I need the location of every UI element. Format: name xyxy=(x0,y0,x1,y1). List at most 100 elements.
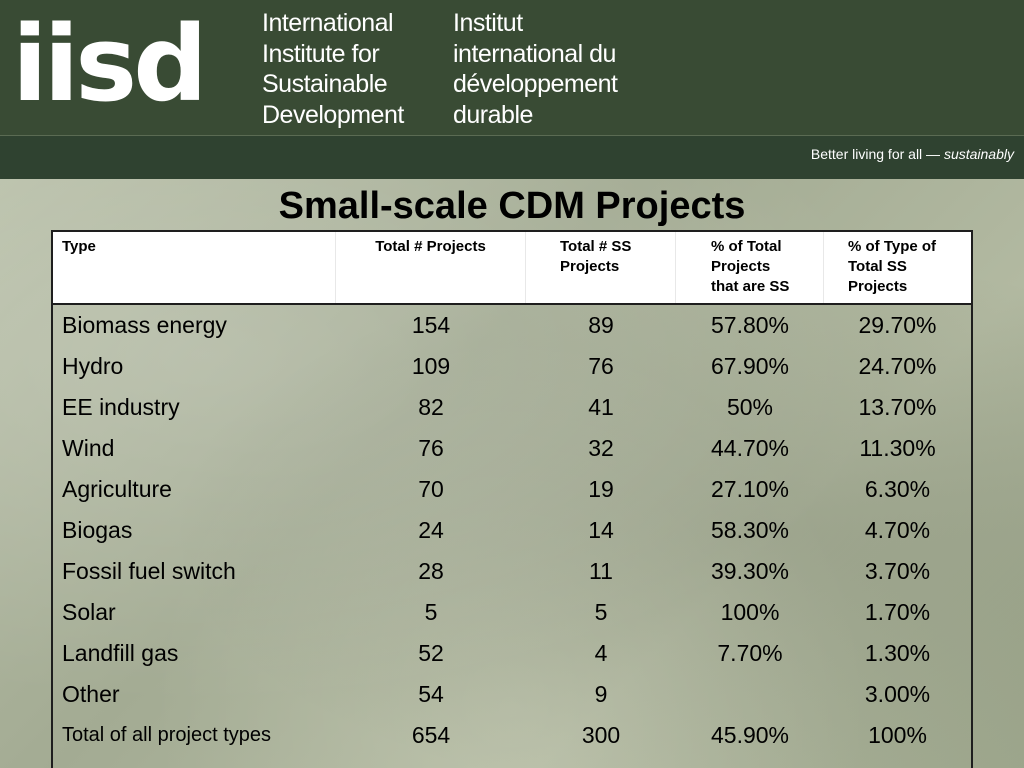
org-name-line: durable xyxy=(453,100,533,129)
org-name-line: Sustainable xyxy=(262,70,388,98)
table-cell: Biomass energy xyxy=(62,312,227,338)
table-row: EE industry 82 41 50% 13.70% xyxy=(53,387,971,428)
table-cell: 654 xyxy=(411,722,451,748)
table-row: Solar 5 5 100% 1.70% xyxy=(53,592,971,633)
column-header-line: Total SS xyxy=(848,258,907,275)
table-cell: 76 xyxy=(418,435,444,461)
column-header-line: Type xyxy=(62,238,96,255)
table-cell: 24 xyxy=(418,517,444,543)
column-header-line: % of Total xyxy=(711,238,782,255)
column-header: % of Total Projects that are SS xyxy=(676,232,824,303)
tagline: Better living for all — sustainably xyxy=(811,146,1014,162)
table-cell: Other xyxy=(62,681,120,707)
column-header: Type xyxy=(53,232,336,303)
table-cell: 109 xyxy=(411,353,451,379)
table-cell: 4 xyxy=(594,640,608,666)
table-cell: Fossil fuel switch xyxy=(62,558,236,584)
table-cell: 29.70% xyxy=(858,312,937,338)
table-cell: 11.30% xyxy=(859,435,936,461)
column-header-line: Projects xyxy=(848,278,908,295)
page-title: Small-scale CDM Projects xyxy=(278,185,746,227)
table-cell: 14 xyxy=(588,517,614,543)
header-banner: iisd International Institute for Sustain… xyxy=(0,0,1024,135)
column-header: Total # SS Projects xyxy=(526,232,676,303)
table-cell: 67.90% xyxy=(710,353,789,379)
table-cell: 3.00% xyxy=(864,681,931,707)
table-cell: 82 xyxy=(418,394,444,420)
table-cell: 7.70% xyxy=(717,640,783,666)
table-cell: Hydro xyxy=(62,353,124,379)
table-cell: 58.30% xyxy=(710,517,789,543)
table-cell: EE industry xyxy=(62,394,180,420)
org-name-line: Institute for xyxy=(262,39,380,68)
column-header-line: Total # SS xyxy=(560,238,632,255)
org-name-english: International Institute for Sustainable … xyxy=(262,8,404,130)
table-row: Fossil fuel switch 28 11 39.30% 3.70% xyxy=(53,551,971,592)
tagline-bar xyxy=(0,135,1024,179)
table-cell: Solar xyxy=(62,599,116,625)
org-name-line: Development xyxy=(262,100,404,129)
table-cell: 28 xyxy=(418,558,444,584)
tagline-emphasis: sustainably xyxy=(943,146,1014,162)
table-cell: Landfill gas xyxy=(62,640,179,666)
table-cell: 24.70% xyxy=(858,353,937,379)
table-row: Biomass energy 154 89 57.80% 29.70% xyxy=(53,305,971,346)
column-header-line: Projects xyxy=(560,258,620,275)
table-body: Biomass energy 154 89 57.80% 29.70% Hydro 109 7… xyxy=(53,305,971,756)
table-row: Other 54 9 3.00% xyxy=(53,674,971,715)
table-cell: 27.10% xyxy=(710,476,789,502)
table-row: Hydro 109 76 67.90% 24.70% xyxy=(53,346,971,387)
table-cell: 154 xyxy=(411,312,451,338)
table-row: Landfill gas 52 4 7.70% 1.30% xyxy=(53,633,971,674)
table-cell: 41 xyxy=(588,394,614,420)
table-row: Biogas 24 14 58.30% 4.70% xyxy=(53,510,971,551)
tagline-text: Better living for all — xyxy=(810,146,941,162)
table-cell: 52 xyxy=(418,640,444,666)
table-row: Wind 76 32 44.70% 11.30% xyxy=(53,428,971,469)
org-name-french: Institut international du développement … xyxy=(453,8,618,130)
table-cell: 76 xyxy=(588,353,614,379)
table-cell: 89 xyxy=(588,312,614,338)
table-cell: Total of all project types xyxy=(62,724,271,746)
column-header: Total # Projects xyxy=(336,232,526,303)
table-cell: 19 xyxy=(588,476,614,502)
table-cell: 44.70% xyxy=(710,435,789,461)
table-cell: Agriculture xyxy=(62,476,172,502)
table-cell: 54 xyxy=(418,681,444,707)
table-row: Agriculture 70 19 27.10% 6.30% xyxy=(53,469,971,510)
table-cell: 6.30% xyxy=(864,476,931,502)
table-cell: 57.80% xyxy=(710,312,789,338)
projects-table: Type Total # Projects Total # SS Projects% … xyxy=(51,230,973,768)
table-cell: 39.30% xyxy=(710,558,789,584)
org-name-line: développement xyxy=(453,70,618,98)
table-cell: 4.70% xyxy=(864,517,931,543)
table-cell: 70 xyxy=(418,476,444,502)
column-header-line: that are SS xyxy=(711,278,790,295)
table-cell: 13.70% xyxy=(858,394,937,420)
table-row: Total of all project types 654 300 45.90% 10… xyxy=(53,715,971,756)
table-cell: 300 xyxy=(581,722,621,748)
column-header: % of Type of Total SS Projects xyxy=(824,232,971,303)
table-cell: Biogas xyxy=(62,517,133,543)
table-header: Type Total # Projects Total # SS Projects% … xyxy=(53,232,971,305)
column-header-line: Total # Projects xyxy=(375,238,486,255)
table-cell: 9 xyxy=(594,681,608,707)
table-cell: 100% xyxy=(868,722,927,748)
table-cell: 1.70% xyxy=(864,599,931,625)
table-cell: 5 xyxy=(594,599,608,625)
table-cell: 5 xyxy=(424,599,438,625)
org-name-line: International xyxy=(262,9,394,37)
iisd-logo: iisd xyxy=(12,3,208,125)
table-cell: 50% xyxy=(726,394,774,420)
table-cell: 100% xyxy=(720,599,780,625)
org-name-line: international du xyxy=(453,39,616,68)
org-name-line: Institut xyxy=(453,9,523,37)
table-cell: 3.70% xyxy=(864,558,931,584)
table-cell: Wind xyxy=(62,435,115,461)
table-cell: 32 xyxy=(588,435,614,461)
table-cell: 45.90% xyxy=(710,722,789,748)
column-header-line: % of Type of xyxy=(848,238,937,255)
table-cell: 1.30% xyxy=(864,640,931,666)
column-header-line: Projects xyxy=(711,258,771,275)
table-cell: 11 xyxy=(589,558,613,584)
